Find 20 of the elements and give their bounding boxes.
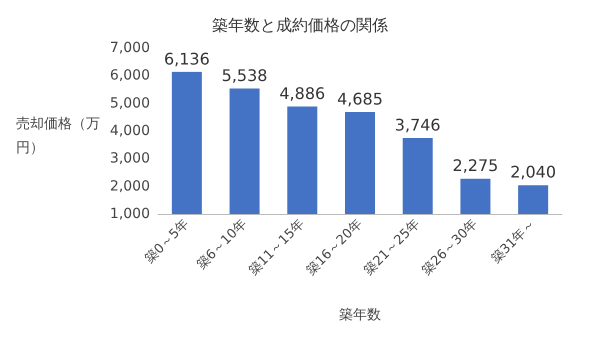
- y-tick-label: 7,000: [110, 40, 150, 56]
- data-label: 4,886: [279, 84, 326, 103]
- x-axis-title: 築年数: [339, 307, 381, 323]
- data-label: 2,275: [452, 156, 498, 176]
- y-tick-label: 5,000: [110, 95, 150, 112]
- chart-title: 築年数と成約価格の関係: [212, 16, 388, 34]
- data-label: 6,136: [164, 49, 210, 68]
- y-tick-label: 2,000: [110, 178, 150, 194]
- y-tick-label: 6,000: [110, 68, 150, 84]
- y-axis-title: 売却価格（万円）: [16, 116, 100, 156]
- data-label: 4,685: [337, 90, 383, 109]
- data-label: 2,040: [510, 162, 556, 182]
- x-tick-label: 築6～10年: [194, 216, 250, 272]
- data-label: 5,538: [222, 66, 268, 85]
- y-tick-label: 3,000: [110, 150, 150, 167]
- y-tick-label: 1,000: [110, 206, 150, 222]
- data-label: 3,746: [394, 116, 441, 135]
- x-tick-label: 築26～30年: [419, 216, 481, 278]
- x-tick-label: 築31年～: [488, 216, 538, 267]
- y-tick-label: 4,000: [110, 123, 150, 139]
